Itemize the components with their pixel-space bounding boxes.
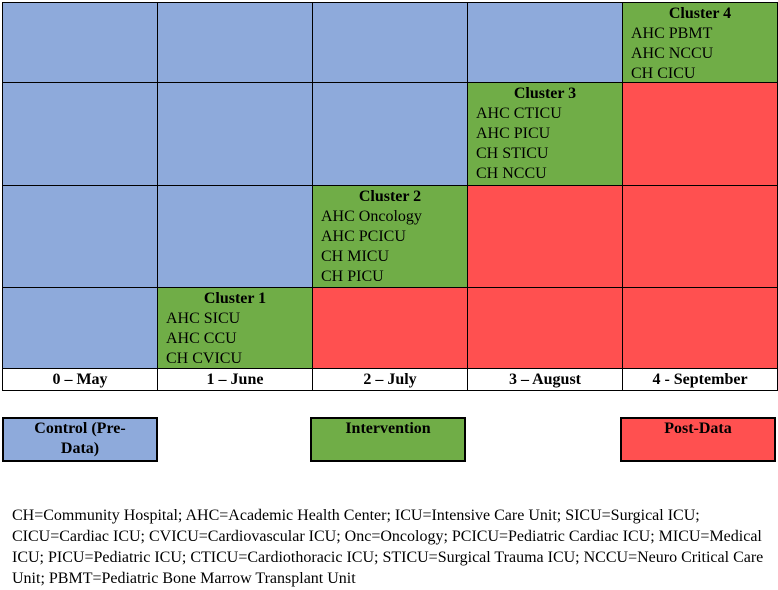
column-header: 1 – June [157, 368, 313, 391]
cluster-label: Cluster 4 [668, 5, 732, 22]
column-header: 4 - September [622, 368, 778, 391]
cluster-label: Cluster 2 [358, 188, 422, 205]
cluster-cell: Cluster 1 AHC SICU AHC CCU CH CVICU [157, 287, 313, 369]
cluster-label: Cluster 3 [513, 85, 577, 102]
phase-cell [467, 2, 623, 83]
phase-cell [157, 2, 313, 83]
phase-cell [312, 2, 468, 83]
phase-cell [2, 287, 158, 369]
cluster-cell: Cluster 2 AHC Oncology AHC PCICU CH MICU CH … [312, 185, 468, 288]
cluster-cell: Cluster 4 AHC PBMT AHC NCCU CH CICU [622, 2, 778, 83]
cluster-label: Cluster 1 [203, 290, 267, 307]
unit-label: AHC NCCU [631, 45, 714, 62]
phase-cell [312, 82, 468, 186]
legend-item: Post-Data [620, 417, 776, 462]
column-header: 3 – August [467, 368, 623, 391]
unit-label: CH PICU [321, 268, 384, 285]
phase-cell [467, 185, 623, 288]
legend-item: Control (Pre-Data) [2, 417, 158, 462]
column-header: 0 – May [2, 368, 158, 391]
column-header: 2 – July [312, 368, 468, 391]
phase-cell [157, 185, 313, 288]
unit-label: AHC Oncology [321, 208, 422, 225]
phase-cell [157, 82, 313, 186]
unit-label: CH MICU [321, 248, 390, 265]
phase-cell [622, 287, 778, 369]
cluster-cell: Cluster 3 AHC CTICU AHC PICU CH STICU CH NCC… [467, 82, 623, 186]
phase-cell [312, 287, 468, 369]
unit-label: AHC SICU [166, 310, 241, 327]
unit-label: AHC PICU [476, 125, 551, 142]
phase-cell [2, 2, 158, 83]
phase-cell [2, 82, 158, 186]
unit-label: AHC PBMT [631, 25, 713, 42]
unit-label: CH NCCU [476, 165, 547, 182]
footnote: CH=Community Hospital; AHC=Academic Heal… [12, 507, 764, 587]
unit-label: CH STICU [476, 145, 549, 162]
unit-label: CH CVICU [166, 350, 243, 367]
phase-cell [2, 185, 158, 288]
unit-label: AHC CTICU [476, 105, 562, 122]
phase-cell [467, 287, 623, 369]
unit-label: CH CICU [631, 65, 696, 82]
legend-item: Intervention [310, 417, 466, 462]
phase-cell [622, 82, 778, 186]
unit-label: AHC PCICU [321, 228, 406, 245]
phase-cell [622, 185, 778, 288]
unit-label: AHC CCU [166, 330, 237, 347]
